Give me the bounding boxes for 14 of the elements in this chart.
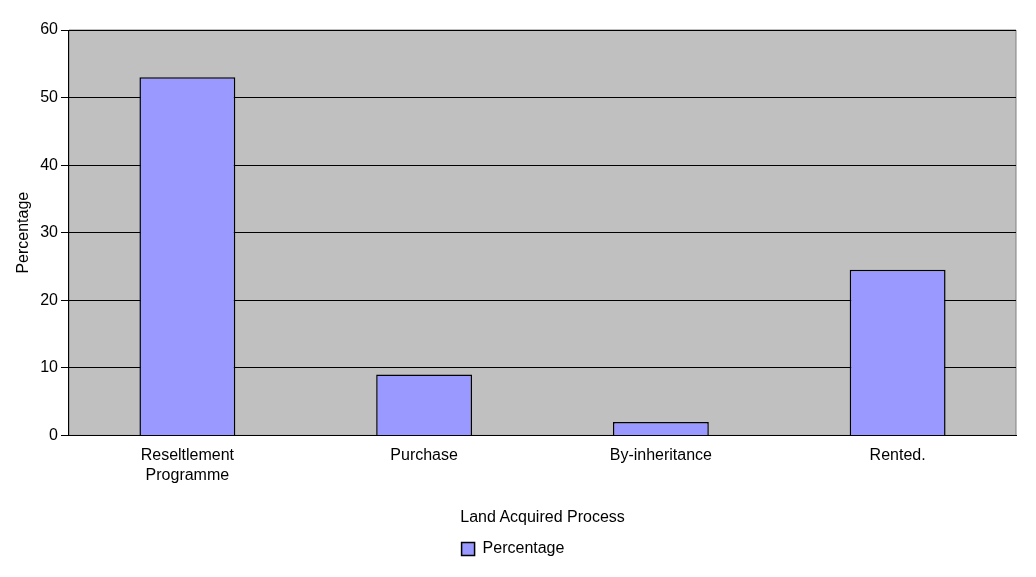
y-tick-label: 40 (40, 155, 59, 173)
x-tick-label: Purchase (390, 446, 459, 464)
y-tick-label: 0 (49, 425, 59, 443)
x-tick-label: By-inheritance (609, 446, 713, 464)
x-tick-label: Reseltlement Programme (140, 446, 235, 483)
legend-label: Percentage (482, 539, 565, 557)
x-tick-label: Rented. (869, 446, 926, 464)
y-tick-label: 50 (40, 87, 59, 105)
y-tick-label: 20 (40, 290, 59, 308)
y-tick-label: 10 (40, 358, 59, 376)
y-axis-title: Percentage (14, 191, 32, 274)
y-tick-label: 60 (40, 20, 59, 38)
y-tick-label: 30 (40, 223, 59, 241)
x-axis-title: Land Acquired Process (460, 507, 625, 525)
